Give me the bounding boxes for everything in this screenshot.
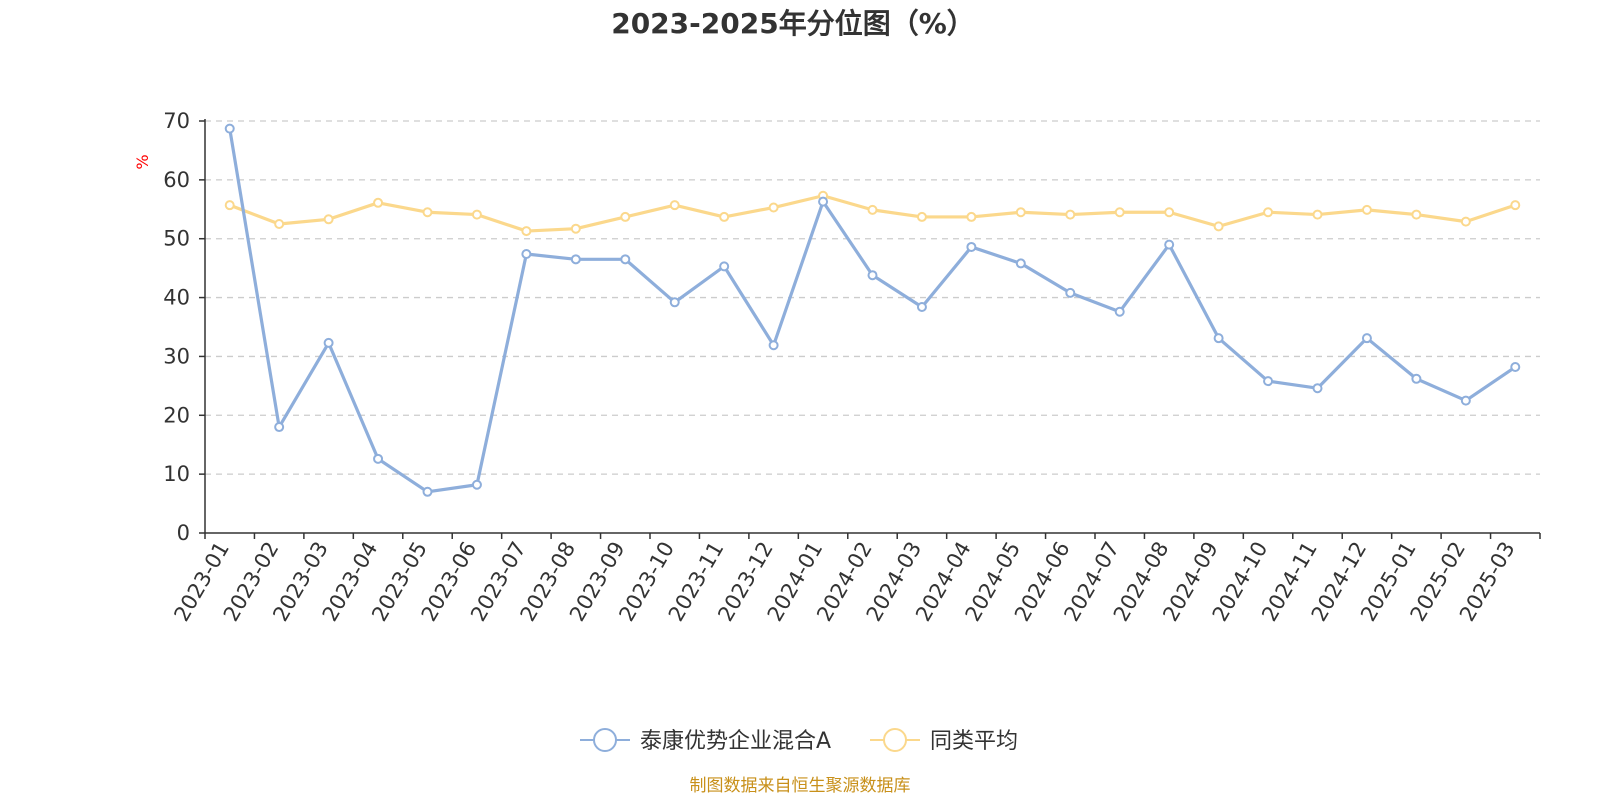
- data-point[interactable]: [570, 254, 581, 265]
- y-tick-label: 0: [177, 521, 190, 545]
- y-axis-label: %: [133, 154, 152, 169]
- data-point[interactable]: [224, 123, 235, 134]
- data-point[interactable]: [1312, 383, 1323, 394]
- axes: 0102030405060702023-012023-022023-032023…: [163, 109, 1541, 625]
- data-point[interactable]: [1213, 221, 1224, 232]
- data-point[interactable]: [1411, 373, 1422, 384]
- data-point[interactable]: [1312, 209, 1323, 220]
- data-point[interactable]: [1065, 209, 1076, 220]
- data-point[interactable]: [274, 422, 285, 433]
- y-tick-label: 50: [163, 227, 190, 251]
- legend-item-1[interactable]: 同类平均: [870, 728, 1018, 754]
- legend-item-0[interactable]: 泰康优势企业混合A: [580, 728, 831, 754]
- source-note: 制图数据来自恒生聚源数据库: [690, 776, 911, 796]
- legend-label: 同类平均: [930, 729, 1018, 754]
- legend-marker-icon: [593, 728, 617, 752]
- data-point[interactable]: [521, 249, 532, 260]
- data-point[interactable]: [1114, 207, 1125, 218]
- data-point[interactable]: [1460, 395, 1471, 406]
- data-point[interactable]: [224, 200, 235, 211]
- data-point[interactable]: [719, 261, 730, 272]
- data-point[interactable]: [867, 204, 878, 215]
- data-point[interactable]: [1361, 333, 1372, 344]
- data-point[interactable]: [818, 196, 829, 207]
- legend-marker-icon: [883, 728, 907, 752]
- data-point[interactable]: [373, 453, 384, 464]
- data-point[interactable]: [1460, 216, 1471, 227]
- data-point[interactable]: [1263, 376, 1274, 387]
- legend[interactable]: 泰康优势企业混合A 同类平均: [580, 728, 1018, 754]
- data-point[interactable]: [669, 297, 680, 308]
- data-point[interactable]: [471, 479, 482, 490]
- data-point[interactable]: [719, 211, 730, 222]
- y-tick-label: 60: [163, 168, 190, 192]
- data-point[interactable]: [323, 214, 334, 225]
- y-tick-label: 30: [163, 344, 190, 368]
- y-tick-label: 70: [163, 109, 190, 133]
- chart-title: 2023-2025年分位图（%）: [611, 7, 975, 40]
- data-point[interactable]: [867, 270, 878, 281]
- series-1: [224, 190, 1521, 237]
- data-point[interactable]: [1361, 204, 1372, 215]
- data-point[interactable]: [422, 486, 433, 497]
- y-tick-label: 40: [163, 286, 190, 310]
- data-point[interactable]: [1510, 362, 1521, 373]
- data-point[interactable]: [620, 211, 631, 222]
- data-point[interactable]: [1164, 207, 1175, 218]
- data-point[interactable]: [521, 226, 532, 237]
- data-point[interactable]: [274, 219, 285, 229]
- grid: [205, 120, 1540, 475]
- data-point[interactable]: [916, 301, 927, 312]
- data-point[interactable]: [1411, 209, 1422, 220]
- data-point[interactable]: [1114, 306, 1125, 317]
- data-point[interactable]: [570, 223, 581, 234]
- data-point[interactable]: [1015, 207, 1026, 218]
- data-point[interactable]: [916, 211, 927, 222]
- data-point[interactable]: [768, 202, 779, 213]
- data-point[interactable]: [1263, 207, 1274, 218]
- series-layer: [224, 123, 1521, 497]
- y-tick-label: 20: [163, 403, 190, 427]
- data-point[interactable]: [966, 241, 977, 252]
- data-point[interactable]: [1510, 200, 1521, 211]
- data-point[interactable]: [1065, 287, 1076, 298]
- data-point[interactable]: [1164, 239, 1175, 250]
- data-point[interactable]: [471, 209, 482, 220]
- data-point[interactable]: [1015, 258, 1026, 269]
- legend-label: 泰康优势企业混合A: [640, 729, 831, 754]
- data-point[interactable]: [422, 207, 433, 218]
- data-point[interactable]: [620, 254, 631, 265]
- data-point[interactable]: [669, 200, 680, 211]
- data-point[interactable]: [373, 197, 384, 208]
- series-0: [224, 123, 1521, 497]
- series-line: [228, 128, 1517, 494]
- data-point[interactable]: [323, 337, 334, 348]
- data-point[interactable]: [768, 340, 779, 351]
- y-tick-label: 10: [163, 462, 190, 486]
- data-point[interactable]: [1213, 333, 1224, 344]
- data-point[interactable]: [966, 211, 977, 222]
